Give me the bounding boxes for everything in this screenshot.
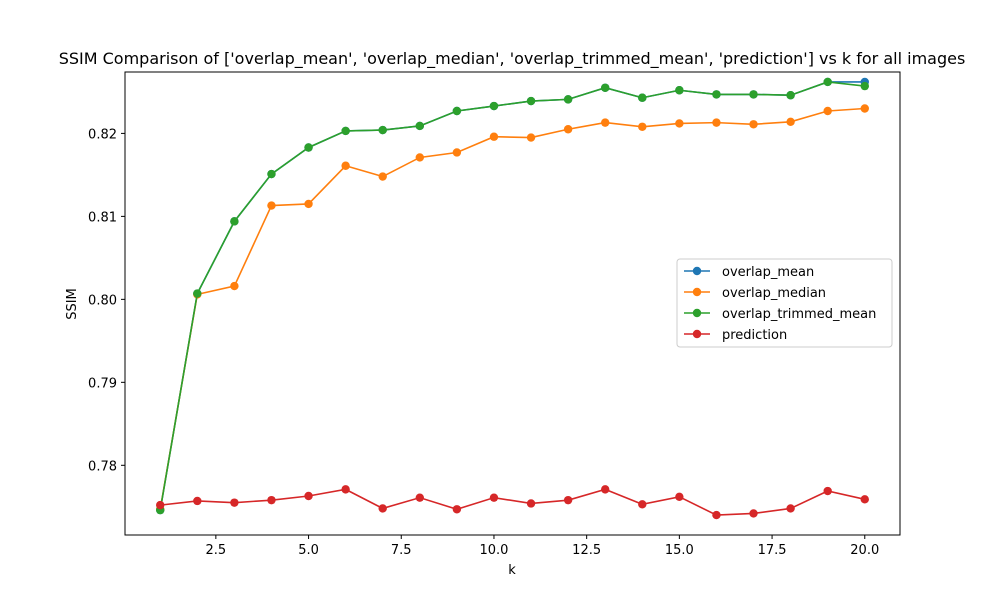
data-point — [638, 93, 647, 102]
legend-label: prediction — [722, 328, 787, 343]
legend-label: overlap_mean — [722, 265, 814, 280]
data-point — [601, 485, 610, 494]
data-point — [304, 143, 313, 152]
data-point — [823, 486, 832, 496]
data-point — [749, 90, 758, 99]
data-point — [304, 491, 313, 501]
data-point — [823, 77, 832, 87]
data-point — [341, 161, 350, 170]
y-axis-title: SSIM — [65, 288, 80, 320]
y-tick-label: 0.79 — [88, 376, 117, 391]
plot-frame — [124, 71, 901, 536]
data-point — [193, 496, 202, 506]
data-point — [823, 106, 832, 116]
y-tick-label: 0.81 — [88, 210, 117, 225]
legend-box — [676, 258, 893, 348]
data-point — [675, 492, 684, 502]
legend-item: overlap_mean — [684, 265, 814, 280]
data-point — [267, 169, 276, 179]
x-tick-label: 2.5 — [206, 543, 227, 558]
data-point — [786, 117, 795, 126]
data-point — [304, 199, 313, 209]
x-tick-label: 20.0 — [850, 543, 879, 558]
data-point — [712, 90, 721, 99]
data-point — [341, 126, 350, 136]
legend-item: prediction — [684, 328, 787, 343]
y-axis: 0.78 0.79 0.80 0.81 0.82 — [88, 127, 125, 474]
data-point — [526, 133, 536, 142]
data-point — [489, 132, 499, 141]
data-point — [230, 498, 239, 507]
data-point — [749, 509, 758, 518]
data-point — [675, 86, 684, 95]
x-tick-label: 12.5 — [572, 543, 601, 558]
legend-item: overlap_trimmed_mean — [684, 307, 876, 322]
data-point — [860, 104, 869, 113]
data-point — [638, 122, 647, 131]
data-point — [341, 485, 350, 494]
data-point — [563, 495, 573, 505]
data-point — [267, 495, 276, 505]
x-tick-label: 17.5 — [758, 543, 787, 558]
x-tick-label: 7.5 — [391, 543, 412, 558]
legend-label: overlap_trimmed_mean — [722, 307, 876, 322]
legend: overlap_mean overlap_median overlap_trimme… — [676, 258, 893, 348]
data-point — [638, 500, 647, 509]
data-point — [563, 95, 573, 104]
chart-title: SSIM Comparison of ['overlap_mean', 'ove… — [59, 49, 966, 69]
data-point — [193, 289, 202, 298]
data-point — [378, 125, 387, 135]
x-tick-label: 15.0 — [665, 543, 694, 558]
data-point — [156, 500, 165, 510]
x-axis-title: k — [508, 563, 516, 578]
data-point — [452, 148, 462, 157]
data-point — [786, 504, 795, 513]
data-point — [601, 118, 610, 127]
data-point — [526, 96, 536, 106]
y-tick-label: 0.82 — [88, 127, 117, 142]
y-tick-label: 0.78 — [88, 459, 117, 474]
legend-swatch-marker — [692, 308, 702, 318]
data-point — [860, 495, 869, 504]
x-axis: 2.5 5.0 7.5 10.0 12.5 15.0 17.5 20.0 — [206, 535, 879, 558]
data-point — [526, 499, 536, 508]
data-point — [452, 106, 462, 116]
data-point — [563, 125, 573, 134]
data-point — [378, 172, 387, 181]
data-point — [786, 91, 795, 100]
plot-area — [156, 77, 869, 520]
series-prediction — [156, 485, 869, 520]
data-point — [415, 493, 424, 502]
series-line — [160, 488, 865, 516]
data-point — [675, 119, 684, 128]
series-line — [159, 81, 865, 511]
data-point — [230, 281, 239, 291]
legend-label: overlap_median — [722, 286, 826, 301]
data-point — [489, 493, 499, 502]
data-point — [860, 81, 869, 91]
data-point — [230, 217, 239, 226]
data-point — [415, 121, 424, 131]
data-point — [489, 101, 499, 111]
legend-swatch-marker — [692, 287, 702, 297]
data-point — [712, 510, 721, 520]
legend-swatch-marker — [692, 329, 702, 339]
data-point — [378, 504, 387, 513]
legend-item: overlap_median — [684, 286, 826, 301]
x-tick-label: 5.0 — [298, 543, 319, 558]
x-tick-label: 10.0 — [479, 543, 508, 558]
data-point — [267, 201, 276, 210]
data-point — [749, 120, 758, 129]
data-point — [601, 83, 610, 92]
data-point — [712, 118, 721, 127]
series-line — [159, 107, 865, 510]
y-tick-label: 0.80 — [88, 293, 117, 308]
data-point — [415, 153, 424, 162]
data-point — [452, 505, 462, 514]
legend-swatch-marker — [692, 266, 702, 276]
